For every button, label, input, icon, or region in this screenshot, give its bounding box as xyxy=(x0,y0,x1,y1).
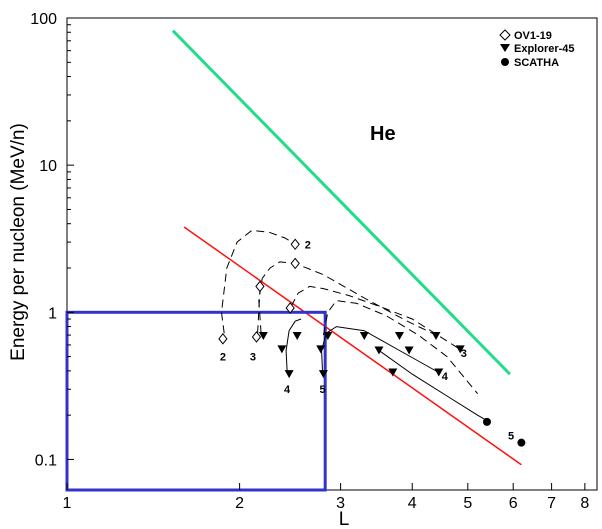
x-tick-label: 8 xyxy=(580,495,589,512)
data-point-explorer-45 xyxy=(388,368,398,377)
data-point-ov1-19 xyxy=(285,302,295,314)
curve-label: 3 xyxy=(461,348,467,360)
data-point-ov1-19 xyxy=(290,238,300,251)
legend-triangle-marker xyxy=(500,44,510,52)
y-tick-label: 10 xyxy=(39,158,57,175)
y-tick-label: 100 xyxy=(30,11,57,28)
data-point-ov1-19 xyxy=(290,257,300,270)
legend-label: OV1-19 xyxy=(514,30,552,42)
y-axis-title: Energy per nucleon (MeV/n) xyxy=(8,123,29,361)
legend-label: SCATHA xyxy=(514,57,559,69)
data-point-explorer-45 xyxy=(323,332,333,341)
data-point-explorer-45 xyxy=(374,346,384,355)
data-point-explorer-45 xyxy=(431,332,441,341)
legend-circle-marker xyxy=(501,58,509,66)
green-line xyxy=(171,29,511,376)
data-point-ov1-19 xyxy=(255,280,265,293)
curves-layer xyxy=(220,229,490,423)
data-point-ov1-19 xyxy=(218,333,228,345)
trajectory-curve-dashed xyxy=(220,229,296,334)
x-tick-label: 6 xyxy=(509,495,518,512)
data-point-explorer-45 xyxy=(434,368,444,377)
x-tick-label: 1 xyxy=(63,495,72,512)
y-tick-label: 1 xyxy=(48,305,57,322)
he-annotation: He xyxy=(370,123,396,145)
trajectory-curve-dashed xyxy=(257,290,261,334)
legend: OV1-19 Explorer-45 SCATHA xyxy=(499,29,575,69)
curve-label: 2 xyxy=(305,239,311,251)
x-tick-label: 5 xyxy=(463,495,472,512)
lines-layer xyxy=(65,29,522,492)
plot-frame xyxy=(66,17,598,491)
trajectory-curve-dashed xyxy=(290,285,461,350)
data-point-explorer-45 xyxy=(292,332,302,341)
data-point-explorer-45 xyxy=(316,345,326,354)
x-axis-title: L xyxy=(339,509,350,529)
data-point-explorer-45 xyxy=(284,370,294,379)
data-point-explorer-45 xyxy=(404,346,414,355)
blue-box xyxy=(65,310,327,492)
data-point-explorer-45 xyxy=(394,332,404,341)
trajectory-curve-solid xyxy=(285,318,302,371)
trajectory-curve-dashed xyxy=(322,300,478,395)
curve-label: 5 xyxy=(508,431,514,443)
data-point-explorer-45 xyxy=(359,332,369,341)
curve-label: 3 xyxy=(250,352,256,364)
legend-item: SCATHA xyxy=(501,57,559,69)
data-point-explorer-45 xyxy=(277,345,287,354)
data-point-explorer-45 xyxy=(318,370,328,379)
data-point-explorer-45 xyxy=(455,345,465,354)
curve-label: 2 xyxy=(220,352,226,364)
data-point-ov1-19 xyxy=(251,331,262,343)
data-point-scatha xyxy=(482,417,491,426)
data-point-scatha xyxy=(517,438,526,447)
legend-item: Explorer-45 xyxy=(500,43,575,55)
x-tick-label: 2 xyxy=(235,495,244,512)
curve-label: 4 xyxy=(284,384,291,396)
y-tick-label: 0.1 xyxy=(35,452,57,469)
legend-diamond-marker xyxy=(499,29,511,41)
red-line xyxy=(183,226,522,466)
curve-label: 5 xyxy=(319,384,325,396)
x-tick-label: 3 xyxy=(336,495,345,512)
legend-label: Explorer-45 xyxy=(514,43,575,55)
legend-item: OV1-19 xyxy=(499,29,552,42)
trajectory-curve-solid xyxy=(378,350,490,423)
x-tick-label: 7 xyxy=(547,495,556,512)
curve-label: 4 xyxy=(442,371,449,383)
x-tick-label: 4 xyxy=(408,495,417,512)
plot-frame-layer xyxy=(66,17,598,491)
data-point-explorer-45 xyxy=(258,332,268,341)
points-layer xyxy=(218,238,526,447)
